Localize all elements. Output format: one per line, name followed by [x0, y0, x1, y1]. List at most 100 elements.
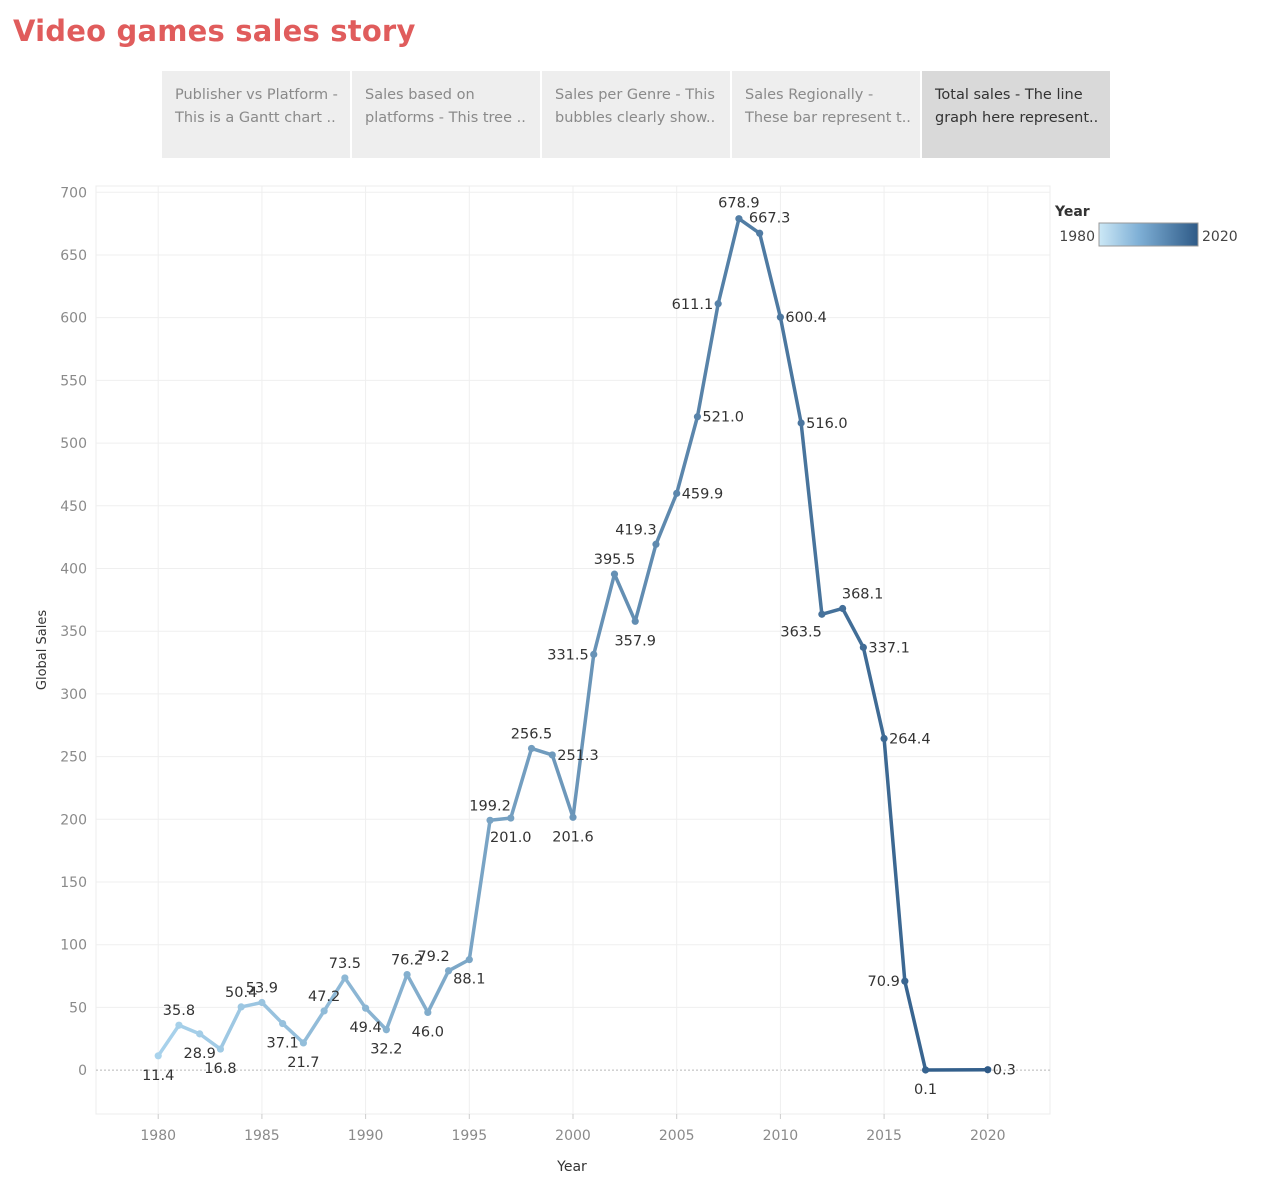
- data-label: 46.0: [412, 1024, 444, 1040]
- x-tick-label: 1990: [348, 1128, 384, 1144]
- data-point: [673, 489, 681, 497]
- data-point: [403, 970, 411, 979]
- data-label: 199.2: [469, 798, 511, 814]
- data-point: [507, 814, 515, 822]
- data-point: [424, 1008, 432, 1017]
- line-segment: [405, 972, 430, 1015]
- line-segment: [322, 976, 347, 1013]
- line-segment: [840, 606, 866, 650]
- data-label: 395.5: [594, 552, 636, 568]
- y-tick-label: 650: [60, 248, 87, 264]
- y-tick-label: 0: [78, 1063, 87, 1079]
- data-point: [382, 1026, 390, 1034]
- data-point: [880, 734, 888, 743]
- data-label: 21.7: [287, 1055, 319, 1071]
- data-point: [196, 1030, 204, 1038]
- x-tick-label: 2015: [866, 1128, 902, 1144]
- line-segment: [384, 972, 409, 1032]
- line-segment: [197, 1032, 223, 1051]
- data-label: 331.5: [547, 647, 589, 663]
- color-legend[interactable]: Year 1980 2020: [1054, 204, 1238, 247]
- line-segment: [363, 1006, 389, 1032]
- y-tick-label: 350: [60, 624, 87, 640]
- data-label: 79.2: [417, 949, 449, 965]
- line-segment: [426, 969, 451, 1015]
- data-point: [756, 229, 764, 237]
- line-segment: [757, 231, 783, 319]
- data-label: 50.4: [225, 985, 257, 1001]
- data-point: [797, 419, 805, 427]
- data-point: [590, 650, 598, 658]
- line-segment: [343, 976, 368, 1010]
- data-point: [839, 604, 847, 613]
- y-tick-label: 600: [60, 311, 87, 327]
- x-tick-label: 1980: [140, 1128, 176, 1144]
- data-label: 28.9: [184, 1046, 216, 1062]
- line-segment: [737, 216, 762, 236]
- data-point: [341, 974, 349, 982]
- data-point: [154, 1052, 162, 1060]
- data-label: 678.9: [718, 196, 760, 212]
- line-segment: [260, 1000, 285, 1026]
- line-segment: [695, 302, 720, 419]
- y-tick-label: 550: [60, 373, 87, 389]
- data-label: 32.2: [370, 1042, 402, 1058]
- y-tick-label: 450: [60, 499, 87, 515]
- data-point: [320, 1007, 328, 1015]
- data-label: 0.1: [914, 1082, 937, 1098]
- y-tick-label: 50: [69, 1000, 87, 1016]
- data-label: 11.4: [142, 1068, 174, 1084]
- line-segment: [882, 736, 907, 983]
- line-segment: [799, 421, 824, 617]
- data-point: [486, 816, 494, 824]
- y-tick-label: 400: [60, 561, 87, 577]
- data-point: [362, 1004, 370, 1012]
- data-label: 70.9: [868, 974, 900, 990]
- line-segment: [654, 491, 679, 547]
- data-point: [216, 1045, 225, 1053]
- line-segment: [156, 1023, 181, 1058]
- y-tick-label: 200: [60, 812, 87, 828]
- line-segment: [550, 753, 575, 820]
- data-point: [527, 744, 536, 753]
- data-label: 201.0: [490, 830, 532, 846]
- line-segment: [177, 1023, 202, 1036]
- data-label: 363.5: [780, 624, 822, 640]
- x-tick-label: 2020: [970, 1128, 1006, 1144]
- data-point: [714, 300, 722, 308]
- data-point: [921, 1066, 930, 1074]
- data-point: [569, 813, 577, 821]
- line-segment: [633, 542, 658, 624]
- data-point: [444, 967, 453, 975]
- story-point-total-sales[interactable]: Total sales - The line graph here repres…: [922, 71, 1110, 158]
- story-point-sales-regionally[interactable]: Sales Regionally - These bar represent t…: [732, 71, 920, 158]
- data-point: [279, 1019, 287, 1028]
- line-segment: [612, 572, 637, 624]
- y-tick-label: 250: [60, 750, 87, 766]
- data-label: 337.1: [868, 640, 910, 656]
- y-tick-label: 300: [60, 687, 87, 703]
- data-label: 251.3: [557, 748, 599, 764]
- data-label: 516.0: [806, 416, 848, 432]
- legend-max-label: 2020: [1202, 229, 1238, 245]
- line-segment: [218, 1005, 243, 1051]
- data-point: [859, 643, 867, 651]
- x-tick-label: 2010: [763, 1128, 799, 1144]
- series-global-sales: [154, 215, 992, 1074]
- line-segment: [446, 957, 472, 973]
- data-label: 256.5: [511, 726, 553, 742]
- data-label: 35.8: [163, 1003, 195, 1019]
- line-segment: [529, 746, 555, 757]
- line-segment: [674, 414, 700, 496]
- data-label: 76.2: [391, 953, 423, 969]
- y-tick-label: 150: [60, 875, 87, 891]
- story-point-sales-per-genre[interactable]: Sales per Genre - This bubbles clearly s…: [542, 71, 730, 158]
- data-point: [776, 313, 784, 321]
- story-point-publisher-vs-platform[interactable]: Publisher vs Platform - This is a Gantt …: [162, 71, 350, 158]
- data-label: 73.5: [329, 956, 361, 972]
- story-point-sales-by-platform[interactable]: Sales based on platforms - This tree ..: [352, 71, 540, 158]
- axes: Year Global Sales 0 50 100 150 200 250 300 350 4…: [35, 185, 1006, 1175]
- data-label: 88.1: [453, 972, 485, 988]
- page-title: Video games sales story: [13, 14, 416, 48]
